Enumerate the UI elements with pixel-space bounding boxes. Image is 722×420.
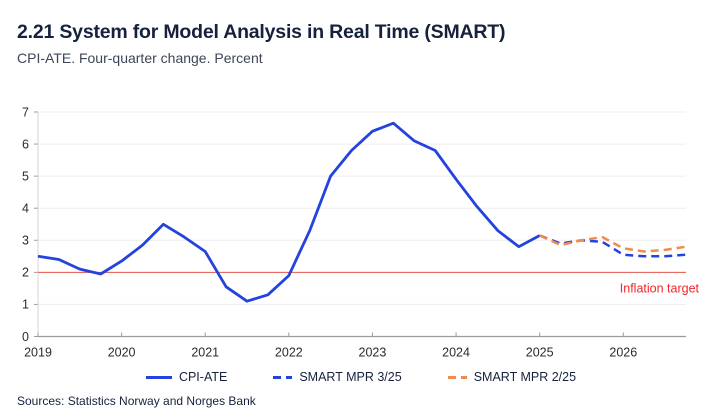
y-tick-label-7: 7	[22, 105, 29, 119]
legend-item-cpi-ate: CPI-ATE	[145, 370, 228, 384]
y-tick-label-1: 1	[22, 298, 29, 312]
legend-label-smart-mpr-3-25: SMART MPR 3/25	[299, 370, 402, 384]
series-line-smart-mpr-2-25	[539, 234, 687, 253]
dashed-orange-line-icon	[447, 375, 467, 379]
legend-item-smart-mpr-3-25: SMART MPR 3/25	[273, 370, 402, 384]
x-tick-label-2026: 2026	[609, 346, 637, 360]
chart-subtitle: CPI-ATE. Four-quarter change. Percent	[17, 50, 263, 66]
solid-blue-line-icon	[145, 375, 172, 379]
legend-item-smart-mpr-2-25: SMART MPR 2/25	[447, 370, 577, 384]
series-line-cpi-ate	[37, 121, 541, 303]
chart-title: 2.21 System for Model Analysis in Real T…	[17, 21, 506, 43]
sources-note: Sources: Statistics Norway and Norges Ba…	[17, 394, 256, 408]
y-tick-label-0: 0	[22, 330, 29, 344]
inflation-target-label: Inflation target	[620, 282, 700, 296]
y-tick-label-2: 2	[22, 266, 29, 280]
x-tick-label-2025: 2025	[526, 346, 554, 360]
chart-legend: CPI-ATE SMART MPR 3/25 SMART MPR 2/25	[0, 368, 722, 386]
y-tick-label-4: 4	[22, 202, 29, 216]
legend-label-cpi-ate: CPI-ATE	[178, 370, 228, 384]
y-tick-label-3: 3	[22, 234, 29, 248]
y-tick-label-5: 5	[22, 169, 29, 183]
y-tick-label-6: 6	[22, 137, 29, 151]
x-tick-label-2019: 2019	[24, 346, 52, 360]
x-tick-label-2024: 2024	[442, 346, 470, 360]
dashed-blue-line-icon	[273, 375, 293, 379]
x-tick-label-2022: 2022	[275, 346, 303, 360]
x-tick-label-2023: 2023	[359, 346, 387, 360]
series-line-smart-mpr-3-25	[539, 234, 687, 258]
x-tick-label-2021: 2021	[191, 346, 219, 360]
x-tick-label-2020: 2020	[108, 346, 136, 360]
legend-label-smart-mpr-2-25: SMART MPR 2/25	[473, 370, 577, 384]
